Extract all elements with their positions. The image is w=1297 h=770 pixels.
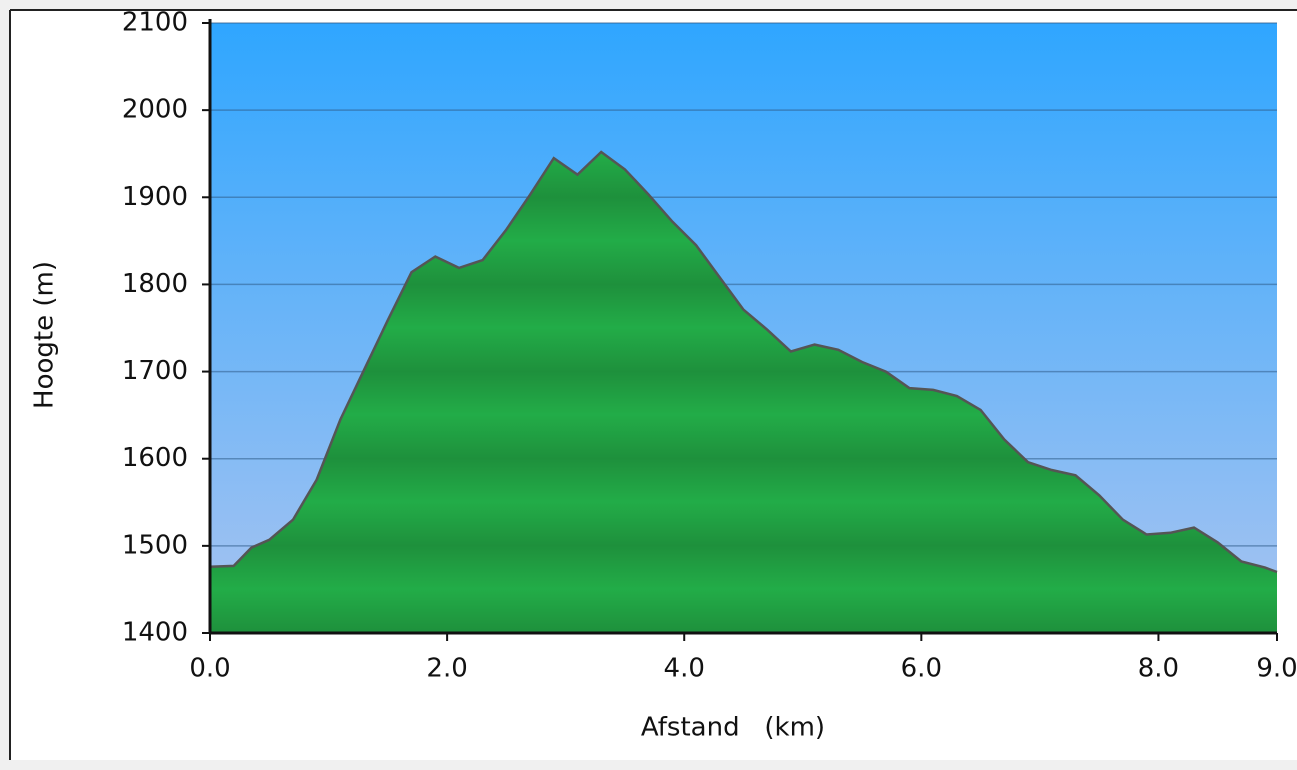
y-axis-label: Hoogte (m) — [30, 261, 60, 409]
elevation-tint — [210, 152, 1277, 633]
elevation-line — [209, 150, 1278, 574]
y-tick-label: 1400 — [122, 618, 188, 648]
x-tick-label: 6.0 — [901, 654, 942, 684]
x-tick-label: 9.0 — [1256, 654, 1297, 684]
y-tick-label: 1800 — [122, 269, 188, 299]
y-tick-label: 2000 — [122, 95, 188, 125]
x-axis-label: Afstand (km) — [641, 713, 825, 743]
axes: 1400 1500 1600 1700 1800 1900 2000 2100 0.0 2.0 4.… — [122, 8, 1297, 684]
area-layer — [209, 150, 1278, 633]
x-tick-label: 4.0 — [664, 654, 705, 684]
x-tick-label: 0.0 — [189, 654, 230, 684]
x-tick-label: 2.0 — [426, 654, 467, 684]
x-tick-label: 8.0 — [1138, 654, 1179, 684]
y-tick-label: 2100 — [122, 8, 188, 38]
y-tick-label: 1900 — [122, 182, 188, 212]
y-tick-label: 1500 — [122, 530, 188, 560]
elevation-area — [210, 152, 1277, 633]
y-tick-label: 1600 — [122, 443, 188, 473]
y-tick-label: 1700 — [122, 356, 188, 386]
